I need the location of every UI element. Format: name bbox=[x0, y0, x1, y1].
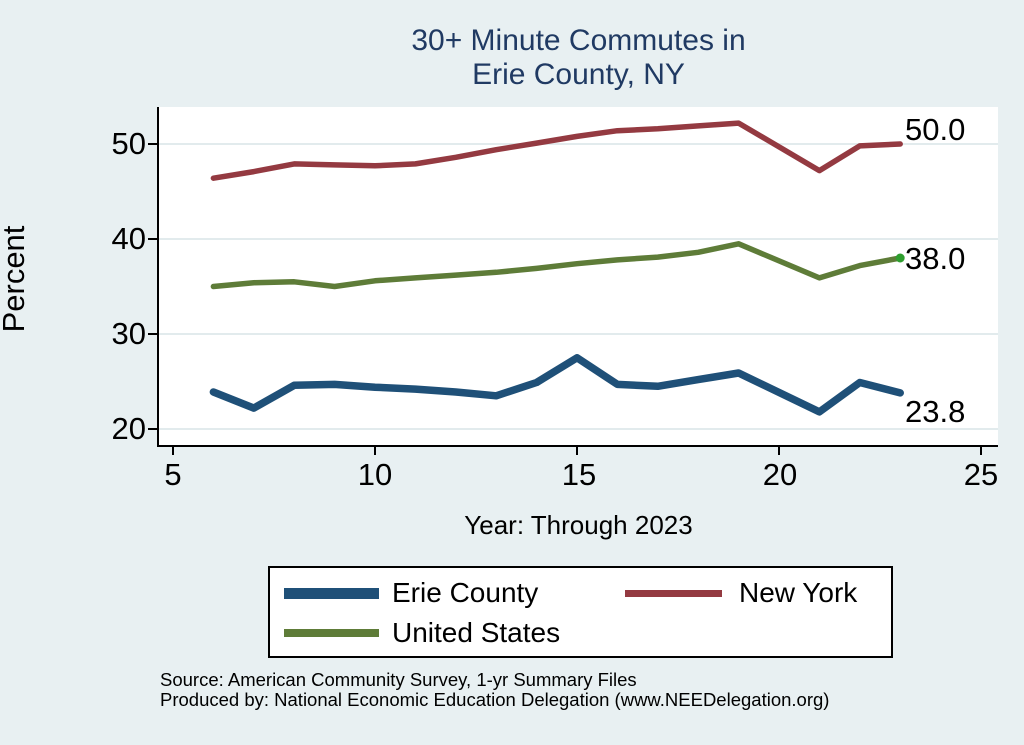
y-axis-title: Percent bbox=[0, 225, 31, 333]
legend-label-erie-county: Erie County bbox=[392, 577, 539, 608]
x-tick-label-15: 15 bbox=[561, 457, 597, 492]
series-end-label-new-york: 50.0 bbox=[905, 112, 966, 147]
y-tick-label-40: 40 bbox=[111, 221, 146, 256]
chart-title-line2: Erie County, NY bbox=[472, 58, 685, 91]
source-note: Source: American Community Survey, 1-yr … bbox=[160, 670, 829, 709]
x-tick-label-20: 20 bbox=[762, 457, 798, 492]
legend-label-new-york: New York bbox=[739, 577, 858, 608]
legend-swatch-new-york bbox=[625, 590, 722, 597]
x-tick-label-5: 5 bbox=[164, 457, 182, 492]
x-axis-title: Year: Through 2023 bbox=[464, 510, 693, 540]
chart-title: 30+ Minute Commutes in Erie County, NY bbox=[159, 24, 998, 92]
y-tick-label-50: 50 bbox=[111, 126, 146, 161]
legend-label-united-states: United States bbox=[392, 617, 561, 648]
legend-swatch-united-states bbox=[284, 629, 379, 637]
chart-title-line1: 30+ Minute Commutes in bbox=[411, 24, 746, 57]
legend-swatch-erie-county bbox=[284, 588, 379, 599]
produced-by-line: Produced by: National Economic Education… bbox=[160, 688, 830, 710]
source-line: Source: American Community Survey, 1-yr … bbox=[160, 669, 637, 690]
x-tick-label-10: 10 bbox=[357, 457, 393, 492]
series-end-label-erie-county: 23.8 bbox=[905, 394, 966, 429]
legend: Erie County New York United States bbox=[268, 566, 893, 658]
y-tick-label-20: 20 bbox=[111, 411, 146, 446]
y-tick-label-30: 30 bbox=[111, 316, 146, 351]
x-tick-label-25: 25 bbox=[963, 457, 999, 492]
series-end-label-united-states: 38.0 bbox=[905, 241, 966, 276]
